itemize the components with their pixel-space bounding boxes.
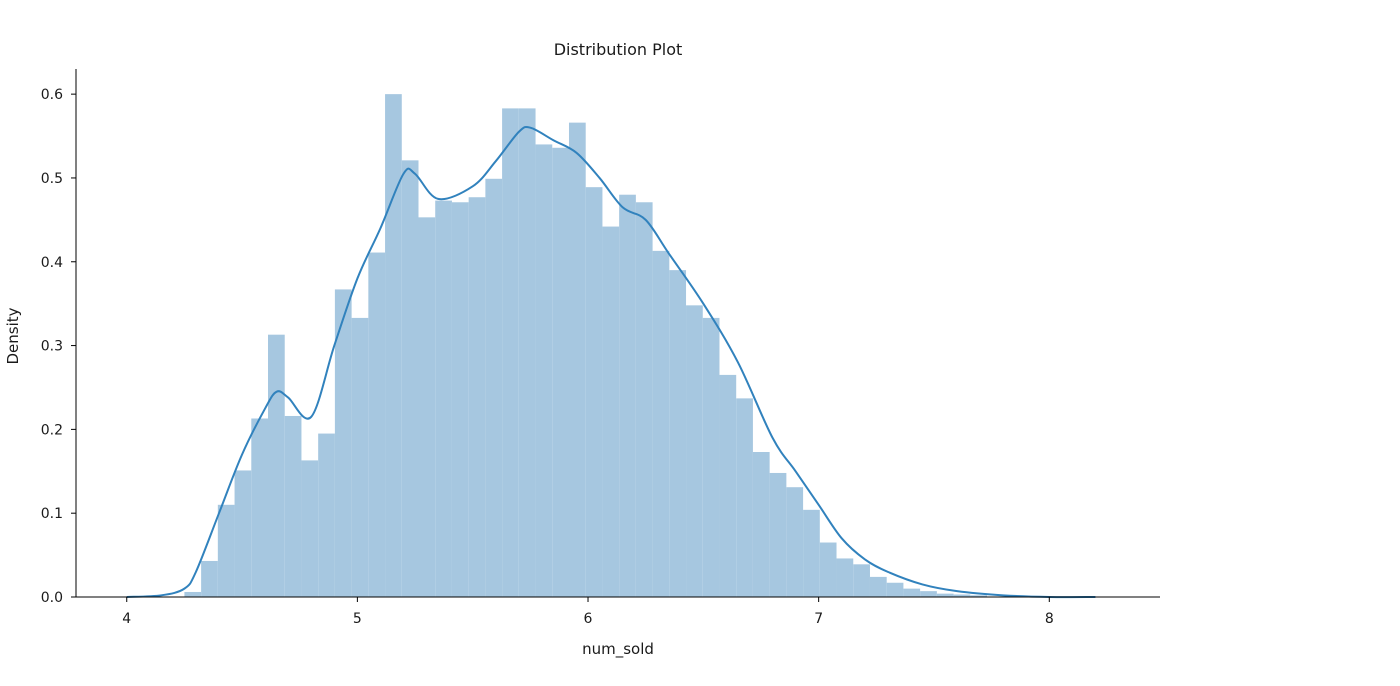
x-tick-label: 4 [122, 611, 131, 627]
histogram-bar [786, 487, 804, 597]
histogram-bar [819, 542, 837, 597]
histogram-bar [251, 418, 269, 597]
y-tick-label: 0.4 [41, 255, 63, 271]
histogram-bar [535, 144, 553, 597]
histogram-bar [869, 576, 887, 597]
histogram-bar [184, 591, 202, 597]
histogram-bar [502, 108, 519, 597]
histogram-bar [518, 108, 536, 597]
histogram-bar [719, 374, 737, 597]
histogram-bar [936, 593, 954, 597]
histogram-bar [920, 591, 937, 597]
y-tick-label: 0.5 [41, 171, 63, 187]
histogram-bar [702, 317, 720, 597]
histogram-bar [635, 202, 653, 597]
x-tick-label: 7 [814, 611, 823, 627]
histogram-bar [368, 252, 386, 598]
histogram-bar [385, 94, 402, 597]
histogram-bar [334, 289, 352, 597]
y-tick-label: 0.2 [41, 422, 63, 438]
histogram-bar [284, 415, 302, 597]
y-ticks: 0.0 0.1 0.2 0.3 0.4 0.5 0.6 [41, 87, 76, 606]
histogram-bar [769, 472, 787, 597]
y-axis-label: Density [4, 307, 22, 364]
x-ticks: 4 5 6 7 8 [122, 597, 1054, 627]
x-tick-label: 8 [1045, 611, 1054, 627]
histogram-bar [418, 217, 436, 597]
kde-line [126, 125, 1096, 599]
y-tick-label: 0.0 [41, 590, 63, 606]
x-tick-label: 5 [353, 611, 362, 627]
histogram-bars [184, 94, 988, 598]
histogram-bar [602, 226, 620, 597]
histogram-bar [401, 160, 419, 597]
histogram-bar [752, 452, 770, 597]
histogram-bar [836, 558, 854, 597]
histogram-bar [318, 433, 335, 597]
histogram-bar [970, 595, 988, 597]
histogram-bar [351, 317, 369, 597]
y-tick-label: 0.6 [41, 87, 63, 103]
chart-title: Distribution Plot [554, 40, 683, 59]
histogram-bar [451, 202, 469, 597]
histogram-bar [201, 560, 218, 597]
y-tick-label: 0.1 [41, 506, 63, 522]
histogram-bar [268, 334, 285, 597]
histogram-bar [619, 194, 636, 597]
histogram-bar [886, 582, 904, 597]
histogram-bar [485, 178, 503, 598]
histogram-bar [953, 594, 971, 597]
histogram-bar [217, 504, 235, 597]
histogram-bar [853, 564, 870, 597]
histogram-bar [652, 250, 670, 597]
histogram-bar [669, 270, 687, 597]
histogram-bar [686, 305, 703, 597]
histogram-bar [301, 460, 319, 597]
histogram-bar [435, 200, 452, 597]
x-axis-label: num_sold [582, 640, 654, 659]
x-tick-label: 6 [584, 611, 593, 627]
histogram-bar [736, 398, 753, 597]
y-tick-label: 0.3 [41, 339, 63, 355]
histogram-bar [568, 122, 586, 597]
histogram-bar [234, 470, 252, 597]
histogram-bar [585, 187, 603, 598]
histogram-bar [903, 588, 921, 597]
histogram-bar [552, 147, 569, 597]
histogram-bar [468, 197, 486, 598]
histogram-bar [803, 509, 820, 597]
